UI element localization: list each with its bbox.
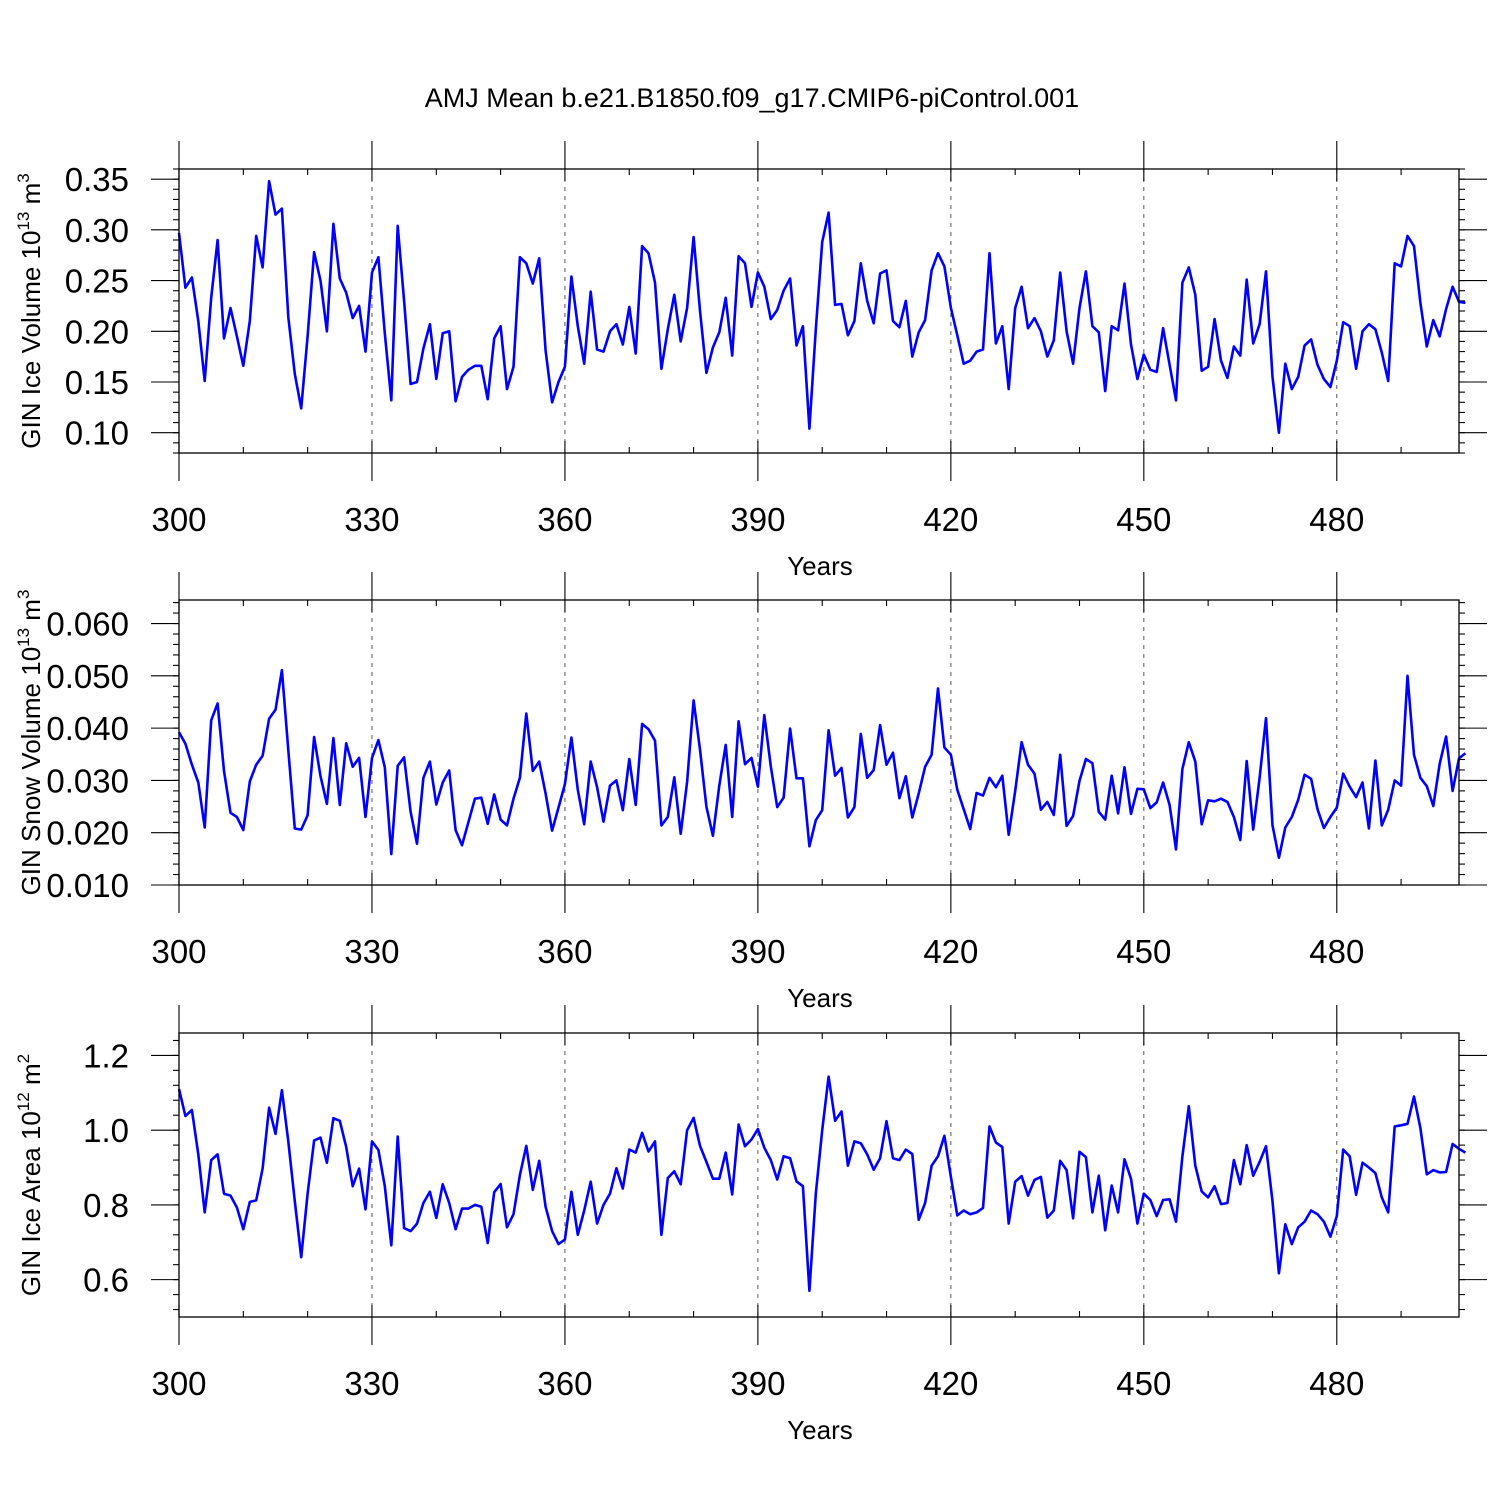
x-tick-label: 300: [151, 501, 206, 538]
y-tick-label: 0.15: [65, 364, 129, 401]
figure-title: AMJ Mean b.e21.B1850.f09_g17.CMIP6-piCon…: [425, 83, 1079, 113]
y-axis-label-unit-exponent: 3: [14, 173, 33, 182]
y-tick-label: 0.20: [65, 313, 129, 350]
y-tick-label: 0.030: [46, 762, 129, 799]
y-axis-label-unit-exponent: 2: [14, 1054, 33, 1063]
y-tick-label: 0.10: [65, 415, 129, 452]
x-axis-label: Years: [787, 551, 853, 581]
y-tick-label: 0.040: [46, 710, 129, 747]
x-tick-label: 480: [1309, 933, 1364, 970]
y-axis-label-exponent: 12: [14, 1092, 33, 1111]
y-axis-label-unit: m: [16, 183, 46, 212]
x-tick-label: 300: [151, 933, 206, 970]
x-tick-label: 360: [537, 1365, 592, 1402]
y-axis-label-text: GIN Snow Volume 10: [16, 647, 46, 896]
x-tick-label: 330: [344, 501, 399, 538]
y-tick-label: 0.6: [83, 1262, 129, 1299]
x-tick-label: 420: [923, 933, 978, 970]
y-tick-label: 1.0: [83, 1112, 129, 1149]
x-tick-label: 450: [1116, 1365, 1171, 1402]
x-tick-label: 330: [344, 1365, 399, 1402]
ice-volume-panel: 0.10 0.15 0.20 0.25 0.30 0.35 300 330 360 390 420 4…: [14, 141, 1487, 581]
data-series-line: [177, 668, 1467, 860]
y-axis-label-text: GIN Ice Volume 10: [16, 231, 46, 449]
y-axis-label: GIN Ice Area 1012 m2: [14, 1054, 46, 1296]
x-tick-label: 390: [730, 1365, 785, 1402]
plot-frame: [178, 1032, 1460, 1318]
y-tick-label: 0.8: [83, 1187, 129, 1224]
x-tick-label: 420: [923, 501, 978, 538]
y-axis-label-exponent: 13: [14, 212, 33, 231]
x-tick-label: 450: [1116, 501, 1171, 538]
x-tick-label: 390: [730, 501, 785, 538]
y-tick-label: 0.020: [46, 815, 129, 852]
y-axis-label-exponent: 13: [14, 628, 33, 647]
y-tick-label: 0.010: [46, 867, 129, 904]
x-tick-label: 390: [730, 933, 785, 970]
x-tick-label: 300: [151, 1365, 206, 1402]
x-tick-label: 360: [537, 933, 592, 970]
ice-area-panel: 0.6 0.8 1.0 1.2 300 330 360 390 420 450 480 Years GI…: [14, 1005, 1487, 1445]
plot-frame: [178, 168, 1460, 454]
y-tick-label: 0.050: [46, 658, 129, 695]
x-axis-label: Years: [787, 983, 853, 1013]
y-axis-label: GIN Snow Volume 1013 m3: [14, 590, 46, 896]
snow-volume-panel: 0.010 0.020 0.030 0.040 0.050 0.060 300 330 360 3…: [14, 572, 1487, 1013]
y-tick-label: 0.060: [46, 606, 129, 643]
x-tick-label: 420: [923, 1365, 978, 1402]
x-tick-label: 480: [1309, 1365, 1364, 1402]
x-tick-label: 480: [1309, 501, 1364, 538]
data-series-line: [177, 1075, 1467, 1293]
x-tick-label: 360: [537, 501, 592, 538]
y-axis-label-unit-exponent: 3: [14, 590, 33, 599]
data-series-line: [177, 179, 1466, 435]
y-tick-label: 0.35: [65, 161, 129, 198]
y-axis-label: GIN Ice Volume 1013 m3: [14, 173, 46, 449]
x-tick-label: 450: [1116, 933, 1171, 970]
x-axis-label: Years: [787, 1415, 853, 1445]
plot-frame: [178, 599, 1460, 886]
y-tick-label: 0.30: [65, 212, 129, 249]
y-axis-label-unit: m: [16, 1063, 46, 1092]
y-axis-label-unit: m: [16, 599, 46, 628]
y-tick-label: 0.25: [65, 263, 129, 300]
y-tick-label: 1.2: [83, 1037, 129, 1074]
x-tick-label: 330: [344, 933, 399, 970]
y-axis-label-text: GIN Ice Area 10: [16, 1111, 46, 1296]
